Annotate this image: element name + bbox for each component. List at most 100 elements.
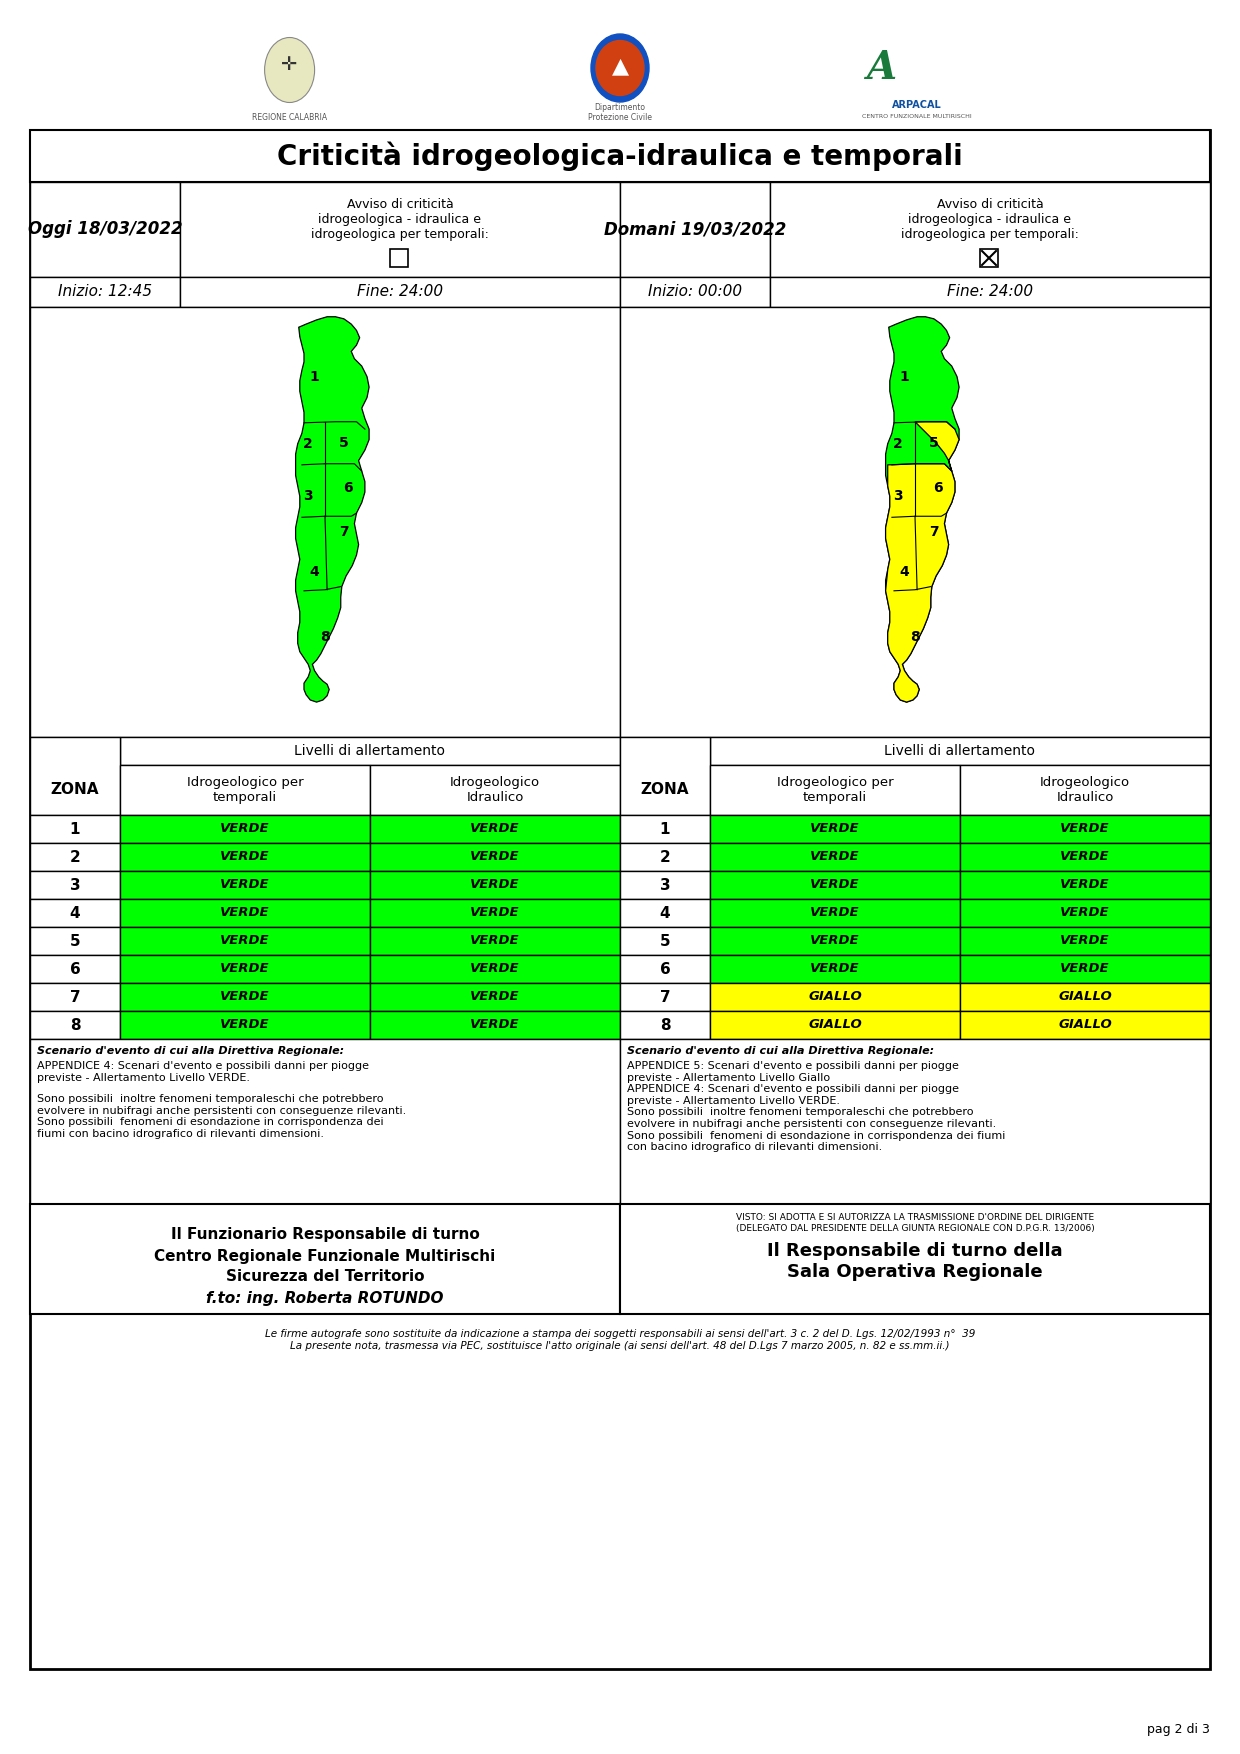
Text: VERDE: VERDE: [1060, 879, 1110, 891]
Text: 2: 2: [660, 849, 671, 865]
Bar: [620, 1038, 1210, 1203]
Text: Inizio: 12:45: Inizio: 12:45: [58, 284, 153, 300]
Text: Centro Regionale Funzionale Multirischi: Centro Regionale Funzionale Multirischi: [154, 1249, 496, 1265]
Bar: [711, 982, 960, 1010]
Text: Il Responsabile di turno della
Sala Operativa Regionale: Il Responsabile di turno della Sala Oper…: [768, 1242, 1063, 1280]
Text: VERDE: VERDE: [1060, 963, 1110, 975]
Ellipse shape: [591, 33, 649, 102]
Bar: [980, 249, 998, 267]
Text: VISTO: SI ADOTTA E SI AUTORIZZA LA TRASMISSIONE D'ORDINE DEL DIRIGENTE: VISTO: SI ADOTTA E SI AUTORIZZA LA TRASM…: [735, 1212, 1094, 1223]
Bar: [30, 130, 1210, 1670]
Bar: [370, 954, 620, 982]
Text: VERDE: VERDE: [470, 851, 520, 863]
Text: 5: 5: [339, 435, 348, 449]
Text: 4: 4: [900, 565, 909, 579]
Text: VERDE: VERDE: [470, 879, 520, 891]
Text: Idrogeologico
Idraulico: Idrogeologico Idraulico: [1040, 775, 1130, 803]
Text: GIALLO: GIALLO: [808, 1019, 862, 1031]
Text: Idrogeologico
Idraulico: Idrogeologico Idraulico: [450, 775, 541, 803]
Polygon shape: [885, 421, 959, 702]
Text: 6: 6: [343, 481, 353, 495]
Text: f.to: ing. Roberta ROTUNDO: f.to: ing. Roberta ROTUNDO: [206, 1291, 444, 1307]
Text: 1: 1: [660, 821, 671, 837]
Bar: [370, 928, 620, 954]
Bar: [711, 1010, 960, 1038]
Text: 7: 7: [69, 989, 81, 1005]
Text: Oggi 18/03/2022: Oggi 18/03/2022: [27, 221, 182, 239]
Bar: [120, 900, 370, 928]
Bar: [30, 982, 120, 1010]
Text: ZONA: ZONA: [641, 782, 689, 798]
Text: 1: 1: [69, 821, 81, 837]
Text: Avviso di criticità
idrogeologica - idraulica e
idrogeologica per temporali:: Avviso di criticità idrogeologica - idra…: [311, 198, 489, 240]
Text: Livelli di allertamento: Livelli di allertamento: [295, 744, 445, 758]
Text: 3: 3: [69, 877, 81, 893]
Text: 8: 8: [910, 630, 920, 644]
Text: Scenario d'evento di cui alla Direttiva Regionale:: Scenario d'evento di cui alla Direttiva …: [37, 1045, 345, 1056]
Text: Idrogeologico per
temporali: Idrogeologico per temporali: [187, 775, 304, 803]
Bar: [770, 277, 1210, 307]
Bar: [620, 1203, 1210, 1314]
Bar: [711, 765, 960, 816]
Bar: [711, 816, 960, 844]
Text: 8: 8: [69, 1017, 81, 1033]
Text: VERDE: VERDE: [221, 1019, 270, 1031]
Bar: [180, 182, 620, 277]
Bar: [370, 765, 620, 816]
Bar: [370, 982, 620, 1010]
Bar: [620, 954, 711, 982]
Text: VERDE: VERDE: [1060, 907, 1110, 919]
Text: VERDE: VERDE: [1060, 935, 1110, 947]
Bar: [620, 844, 711, 872]
Bar: [960, 844, 1210, 872]
Text: 8: 8: [660, 1017, 671, 1033]
Bar: [620, 1010, 711, 1038]
Text: Fine: 24:00: Fine: 24:00: [357, 284, 443, 300]
Bar: [960, 816, 1210, 844]
Polygon shape: [295, 317, 370, 702]
Bar: [960, 928, 1210, 954]
Ellipse shape: [264, 37, 315, 102]
Text: VERDE: VERDE: [221, 991, 270, 1003]
Text: Livelli di allertamento: Livelli di allertamento: [884, 744, 1035, 758]
Text: 4: 4: [660, 905, 671, 921]
Text: 6: 6: [934, 481, 942, 495]
Text: Fine: 24:00: Fine: 24:00: [947, 284, 1033, 300]
Text: APPENDICE 4: Scenari d'evento e possibili danni per piogge
previste - Allertamen: APPENDICE 4: Scenari d'evento e possibil…: [37, 1061, 370, 1082]
Text: (DELEGATO DAL PRESIDENTE DELLA GIUNTA REGIONALE CON D.P.G.R. 13/2006): (DELEGATO DAL PRESIDENTE DELLA GIUNTA RE…: [735, 1224, 1095, 1233]
Text: GIALLO: GIALLO: [808, 991, 862, 1003]
Text: VERDE: VERDE: [810, 935, 859, 947]
Text: Le firme autografe sono sostituite da indicazione a stampa dei soggetti responsa: Le firme autografe sono sostituite da in…: [265, 1330, 975, 1351]
Bar: [120, 816, 370, 844]
Bar: [30, 872, 120, 900]
Text: Scenario d'evento di cui alla Direttiva Regionale:: Scenario d'evento di cui alla Direttiva …: [627, 1045, 934, 1056]
Bar: [620, 182, 770, 277]
Text: 1: 1: [900, 370, 909, 384]
Text: A: A: [867, 49, 897, 88]
Bar: [30, 844, 120, 872]
Text: Il Funzionario Responsabile di turno: Il Funzionario Responsabile di turno: [171, 1228, 480, 1242]
Bar: [30, 1038, 620, 1203]
Bar: [960, 1010, 1210, 1038]
Text: Sono possibili  inoltre fenomeni temporaleschi che potrebbero
evolvere in nubifr: Sono possibili inoltre fenomeni temporal…: [37, 1094, 407, 1138]
Text: pag 2 di 3: pag 2 di 3: [1147, 1722, 1210, 1736]
Bar: [960, 900, 1210, 928]
Text: 3: 3: [660, 877, 671, 893]
Polygon shape: [885, 317, 959, 702]
Bar: [30, 130, 1210, 182]
Text: VERDE: VERDE: [470, 991, 520, 1003]
Text: ZONA: ZONA: [51, 782, 99, 798]
Text: VERDE: VERDE: [221, 851, 270, 863]
Bar: [30, 954, 120, 982]
Text: 7: 7: [929, 524, 939, 538]
Text: 7: 7: [339, 524, 348, 538]
Bar: [180, 277, 620, 307]
Text: 2: 2: [304, 437, 312, 451]
Bar: [370, 872, 620, 900]
Text: VERDE: VERDE: [470, 935, 520, 947]
Bar: [120, 954, 370, 982]
Text: 6: 6: [660, 961, 671, 977]
Bar: [960, 872, 1210, 900]
Bar: [30, 928, 120, 954]
Bar: [620, 872, 711, 900]
